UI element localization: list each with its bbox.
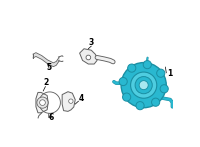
Circle shape [160, 85, 168, 93]
Circle shape [121, 63, 166, 108]
Polygon shape [36, 92, 48, 113]
Circle shape [136, 102, 144, 110]
Circle shape [131, 72, 157, 98]
Polygon shape [80, 49, 97, 64]
Circle shape [119, 77, 127, 86]
Text: 5: 5 [46, 63, 52, 72]
Circle shape [135, 77, 152, 94]
Text: 4: 4 [79, 94, 84, 103]
Text: 2: 2 [43, 78, 49, 87]
Circle shape [139, 81, 148, 90]
Polygon shape [62, 92, 75, 111]
Text: 1: 1 [167, 69, 172, 78]
FancyBboxPatch shape [48, 113, 51, 117]
Text: 6: 6 [48, 113, 53, 122]
Circle shape [157, 69, 165, 77]
Circle shape [69, 99, 73, 103]
Circle shape [40, 100, 45, 106]
Circle shape [123, 93, 131, 101]
Circle shape [86, 55, 91, 60]
Circle shape [143, 61, 151, 69]
Text: 3: 3 [89, 38, 94, 47]
Circle shape [152, 98, 160, 106]
Circle shape [128, 64, 136, 72]
Circle shape [37, 97, 48, 108]
